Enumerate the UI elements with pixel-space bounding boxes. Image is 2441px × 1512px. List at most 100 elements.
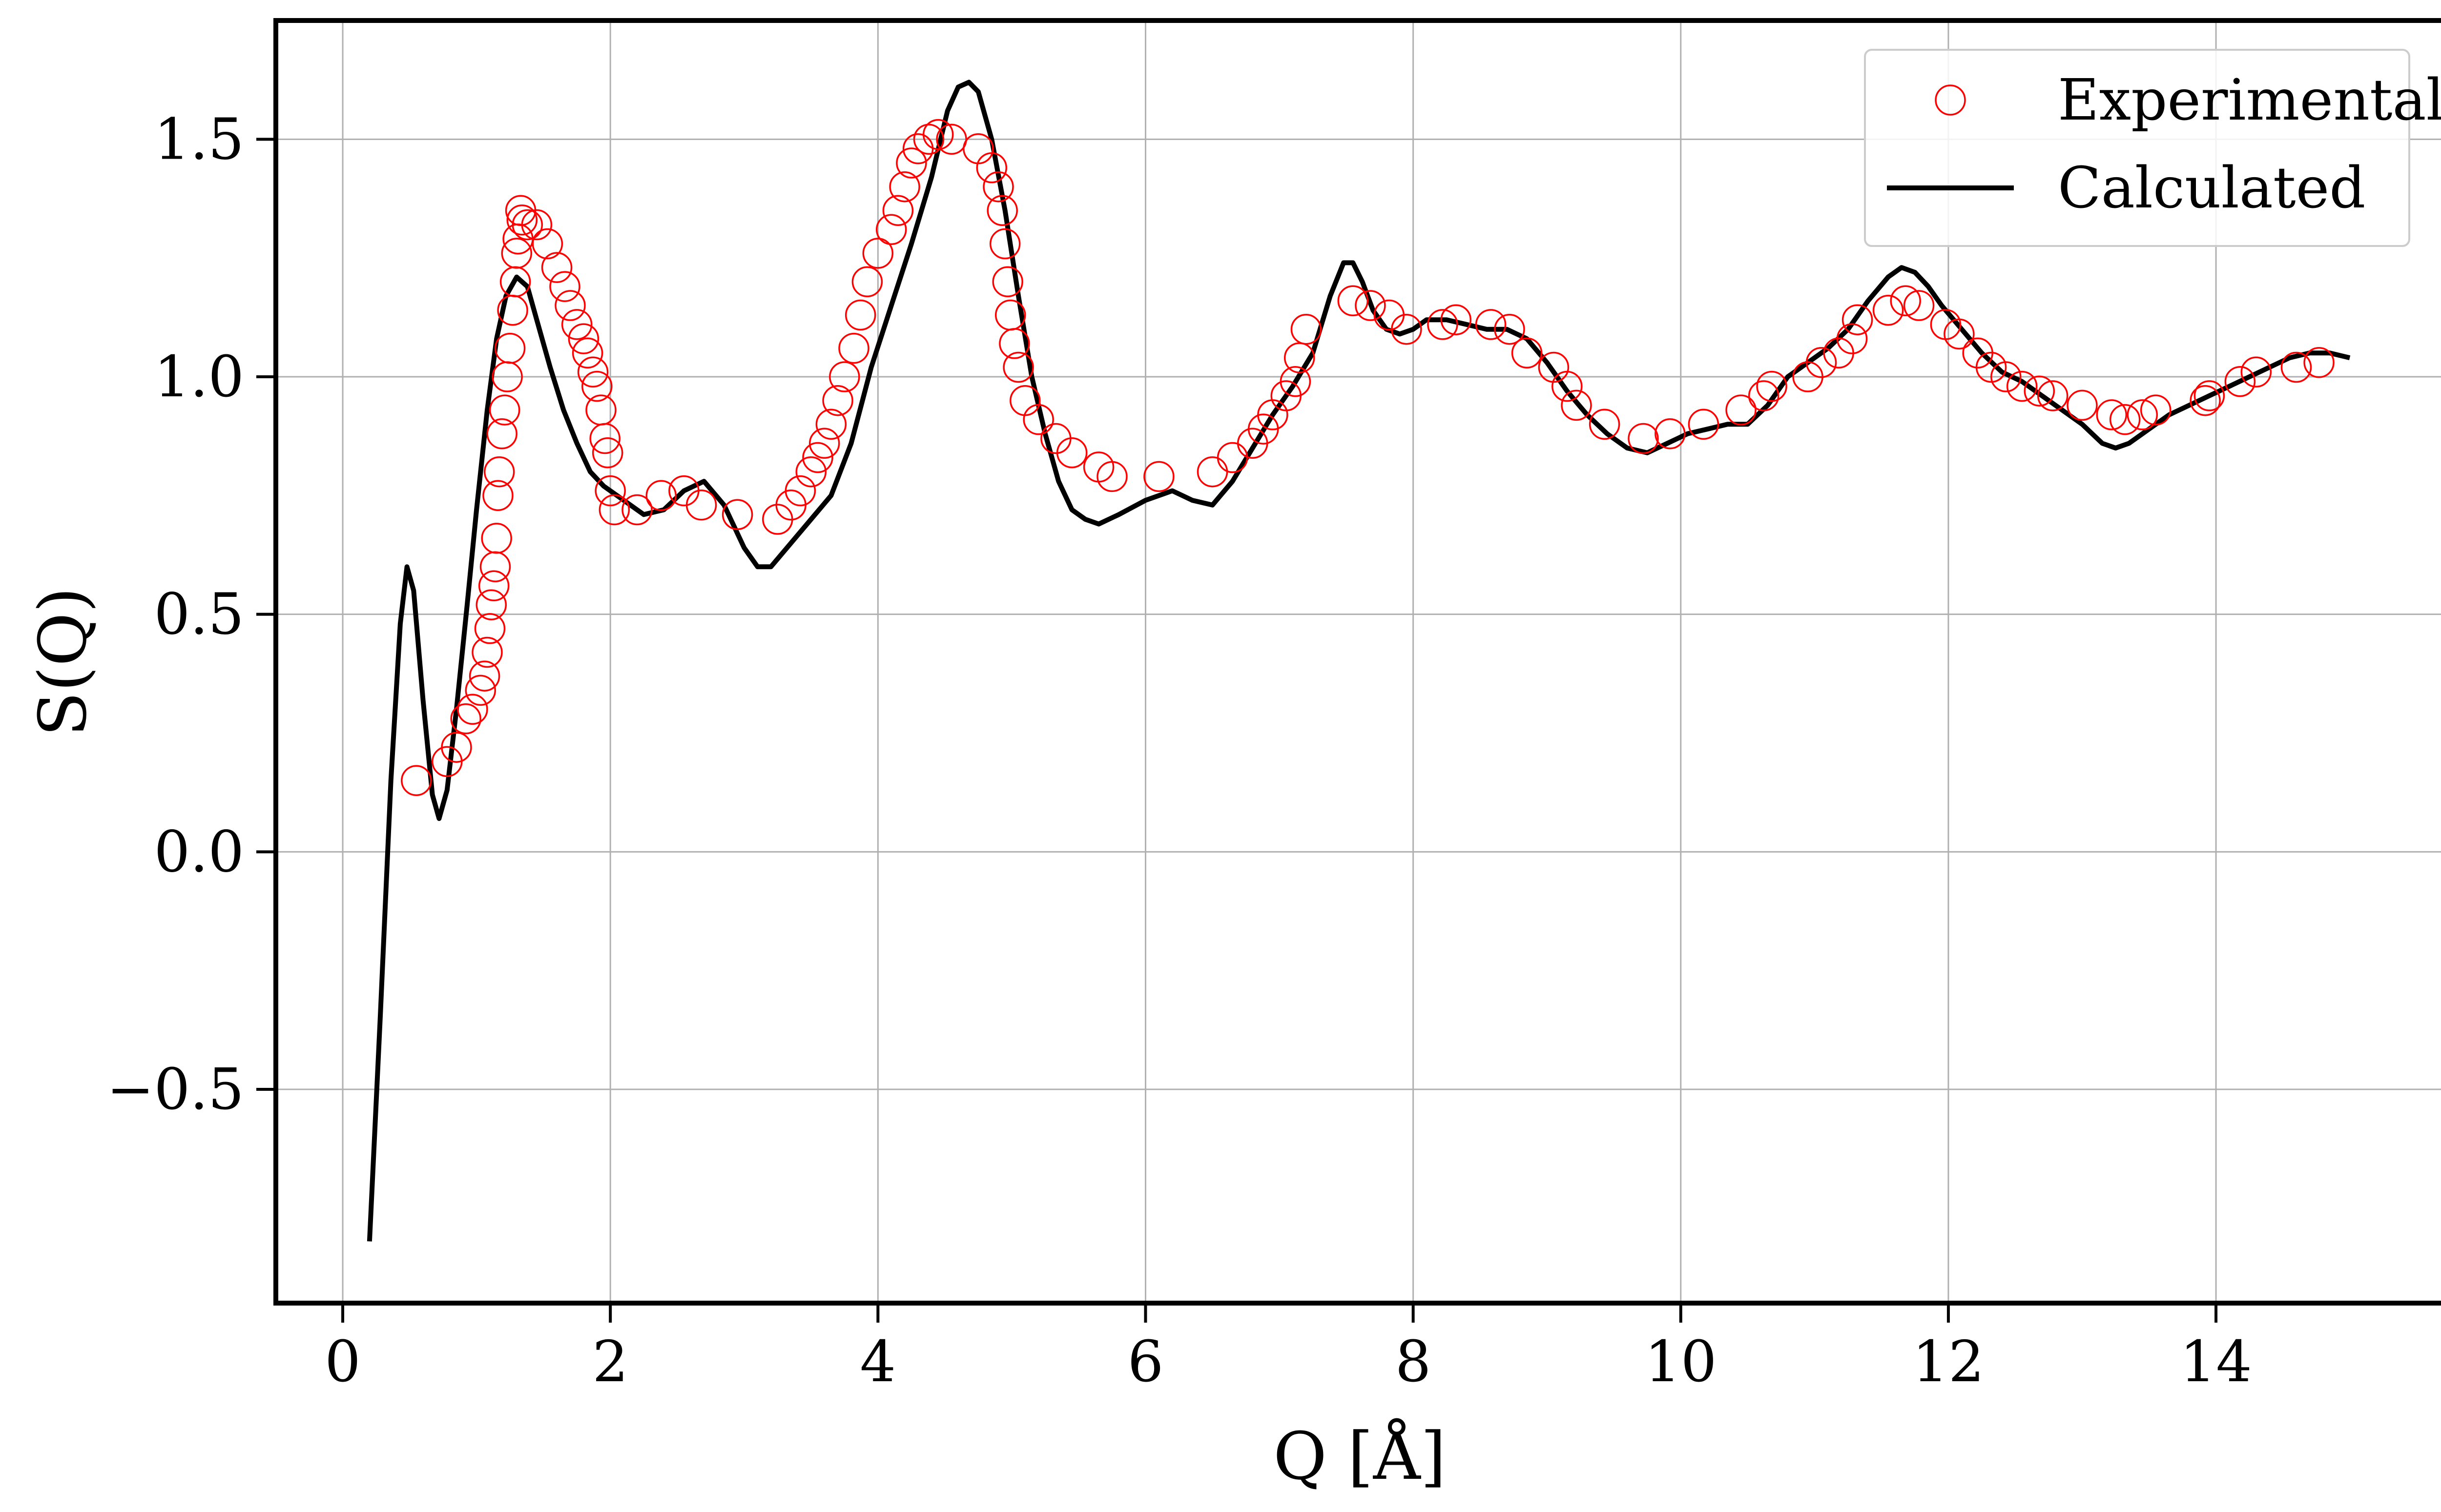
experimental-point — [581, 370, 613, 402]
experimental-point — [1944, 318, 1975, 350]
experimental-point — [795, 456, 827, 488]
experimental-point — [1427, 309, 1458, 340]
experimental-point — [1975, 351, 2007, 383]
experimental-point — [913, 123, 945, 155]
experimental-point — [621, 494, 653, 526]
experimental-point — [450, 703, 481, 735]
y-axis-label: S(Q) — [25, 587, 101, 736]
experimental-point — [472, 636, 503, 668]
experimental-point — [2190, 385, 2221, 416]
experimental-point — [482, 480, 514, 511]
experimental-point — [541, 252, 573, 283]
experimental-point — [685, 490, 717, 521]
experimental-point — [486, 418, 517, 450]
x-tick-label: 2 — [592, 1329, 628, 1395]
experimental-point — [2193, 380, 2225, 411]
y-tick-label: −0.5 — [106, 1057, 244, 1123]
y-tick-label: 0.0 — [154, 819, 244, 885]
experimental-point — [592, 437, 623, 469]
experimental-point — [1290, 313, 1322, 345]
experimental-point — [1841, 304, 1873, 335]
experimental-point — [577, 356, 609, 388]
legend-box — [1864, 49, 2410, 247]
experimental-point — [785, 475, 816, 507]
experimental-point — [1551, 370, 1583, 402]
experimental-point — [1561, 389, 1592, 421]
experimental-point — [478, 570, 510, 602]
experimental-point — [521, 209, 553, 241]
experimental-point — [469, 660, 500, 692]
experimental-point — [1337, 285, 1369, 317]
experimental-point — [568, 323, 600, 354]
experimental-point — [2303, 347, 2335, 378]
experimental-point — [489, 394, 520, 426]
experimental-point — [2127, 399, 2158, 430]
experimental-point — [599, 494, 630, 526]
legend-label-experimental: Experimental — [2058, 67, 2441, 133]
experimental-point — [1023, 404, 1054, 435]
experimental-point — [1990, 361, 2022, 392]
experimental-point — [808, 428, 840, 459]
x-axis-label: Q [Å] — [1273, 1417, 1446, 1494]
experimental-point — [1655, 418, 1686, 450]
x-tick-label: 6 — [1128, 1329, 1164, 1395]
experimental-point — [401, 765, 432, 797]
experimental-point — [476, 589, 507, 620]
experimental-point — [722, 499, 753, 531]
experimental-point — [2224, 366, 2256, 397]
experimental-point — [2037, 380, 2069, 411]
experimental-point — [1391, 313, 1422, 345]
y-tick-label: 1.0 — [154, 344, 244, 410]
experimental-point — [549, 271, 580, 302]
x-tick-label: 14 — [2180, 1329, 2252, 1395]
experimental-point — [987, 195, 1018, 226]
x-tick-label: 8 — [1395, 1329, 1431, 1395]
experimental-point — [802, 442, 833, 473]
experimental-point — [1143, 461, 1175, 492]
experimental-point — [1628, 423, 1659, 454]
experimental-point — [2240, 356, 2272, 388]
experimental-point — [838, 332, 869, 364]
experimental-point — [1440, 304, 1472, 335]
experimental-point — [1494, 313, 1525, 345]
experimental-point — [2109, 404, 2141, 435]
experimental-point — [829, 361, 860, 392]
x-tick-label: 12 — [1912, 1329, 1985, 1395]
experimental-point — [483, 456, 515, 488]
experimental-point — [2280, 351, 2312, 383]
experimental-point — [555, 290, 586, 321]
legend-label-calculated: Calculated — [2058, 155, 2365, 221]
experimental-point — [532, 228, 563, 260]
experimental-point — [896, 147, 927, 179]
experimental-point — [1589, 409, 1620, 440]
x-tick-label: 10 — [1645, 1329, 1717, 1395]
experimental-point — [983, 171, 1014, 203]
experimental-point — [441, 732, 472, 763]
experimental-point — [1805, 347, 1837, 378]
experimental-point — [595, 475, 626, 507]
experimental-point — [976, 152, 1008, 184]
experimental-point — [822, 385, 853, 416]
experimental-point — [1748, 380, 1779, 411]
experimental-point — [457, 694, 488, 725]
experimental-point — [512, 209, 543, 241]
experimental-point — [845, 299, 876, 331]
calculated-line — [367, 80, 2351, 1242]
experimental-point — [862, 238, 894, 269]
experimental-point — [992, 266, 1023, 298]
experimental-point — [1872, 294, 1904, 326]
experimental-point — [589, 423, 621, 454]
experimental-point — [1903, 290, 1935, 321]
experimental-point — [2140, 394, 2172, 426]
x-tick-label: 4 — [860, 1329, 896, 1395]
experimental-point — [2024, 375, 2055, 407]
experimental-point — [1725, 394, 1757, 426]
experimental-point — [506, 204, 538, 236]
experimental-point — [851, 266, 883, 298]
experimental-point — [1475, 309, 1507, 340]
experimental-point — [989, 228, 1021, 260]
experimental-point — [1056, 437, 1088, 469]
experimental-point — [815, 409, 847, 440]
